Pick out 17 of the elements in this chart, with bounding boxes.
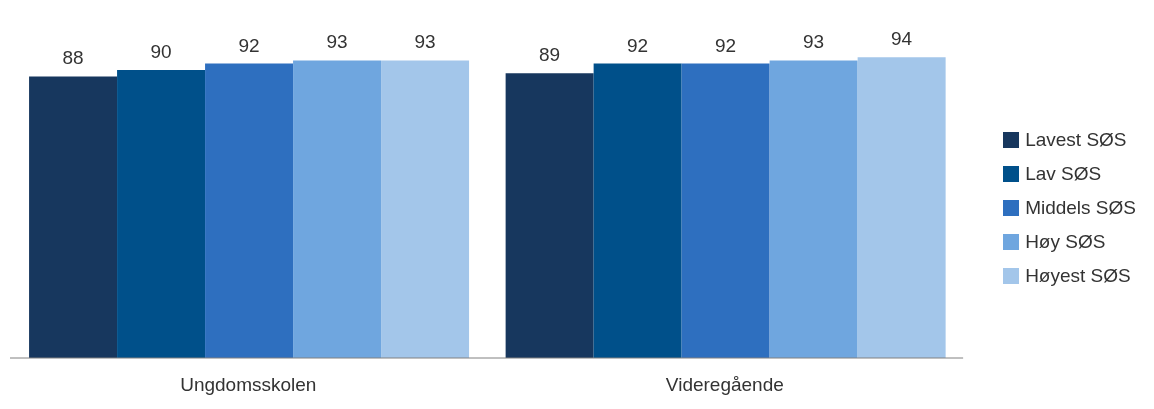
legend-label: Lav SØS: [1025, 163, 1102, 185]
legend-label: Lavest SØS: [1025, 129, 1127, 151]
data-label: 92: [715, 34, 737, 56]
data-label: 93: [326, 31, 348, 53]
legend-label: Middels SØS: [1025, 197, 1136, 219]
data-label: 94: [891, 28, 913, 50]
x-tick-label: Videregående: [665, 374, 784, 396]
legend-label: Høy SØS: [1025, 231, 1106, 253]
data-label: 92: [627, 34, 649, 56]
x-tick-label: Ungdomsskolen: [180, 374, 317, 396]
data-label: 93: [414, 31, 436, 53]
data-label: 88: [62, 47, 84, 69]
data-label: 90: [150, 41, 172, 62]
data-label: 89: [539, 44, 561, 66]
legend-label: Høyest SØS: [1025, 265, 1131, 287]
data-label: 93: [803, 31, 825, 53]
data-label: 92: [238, 34, 260, 56]
